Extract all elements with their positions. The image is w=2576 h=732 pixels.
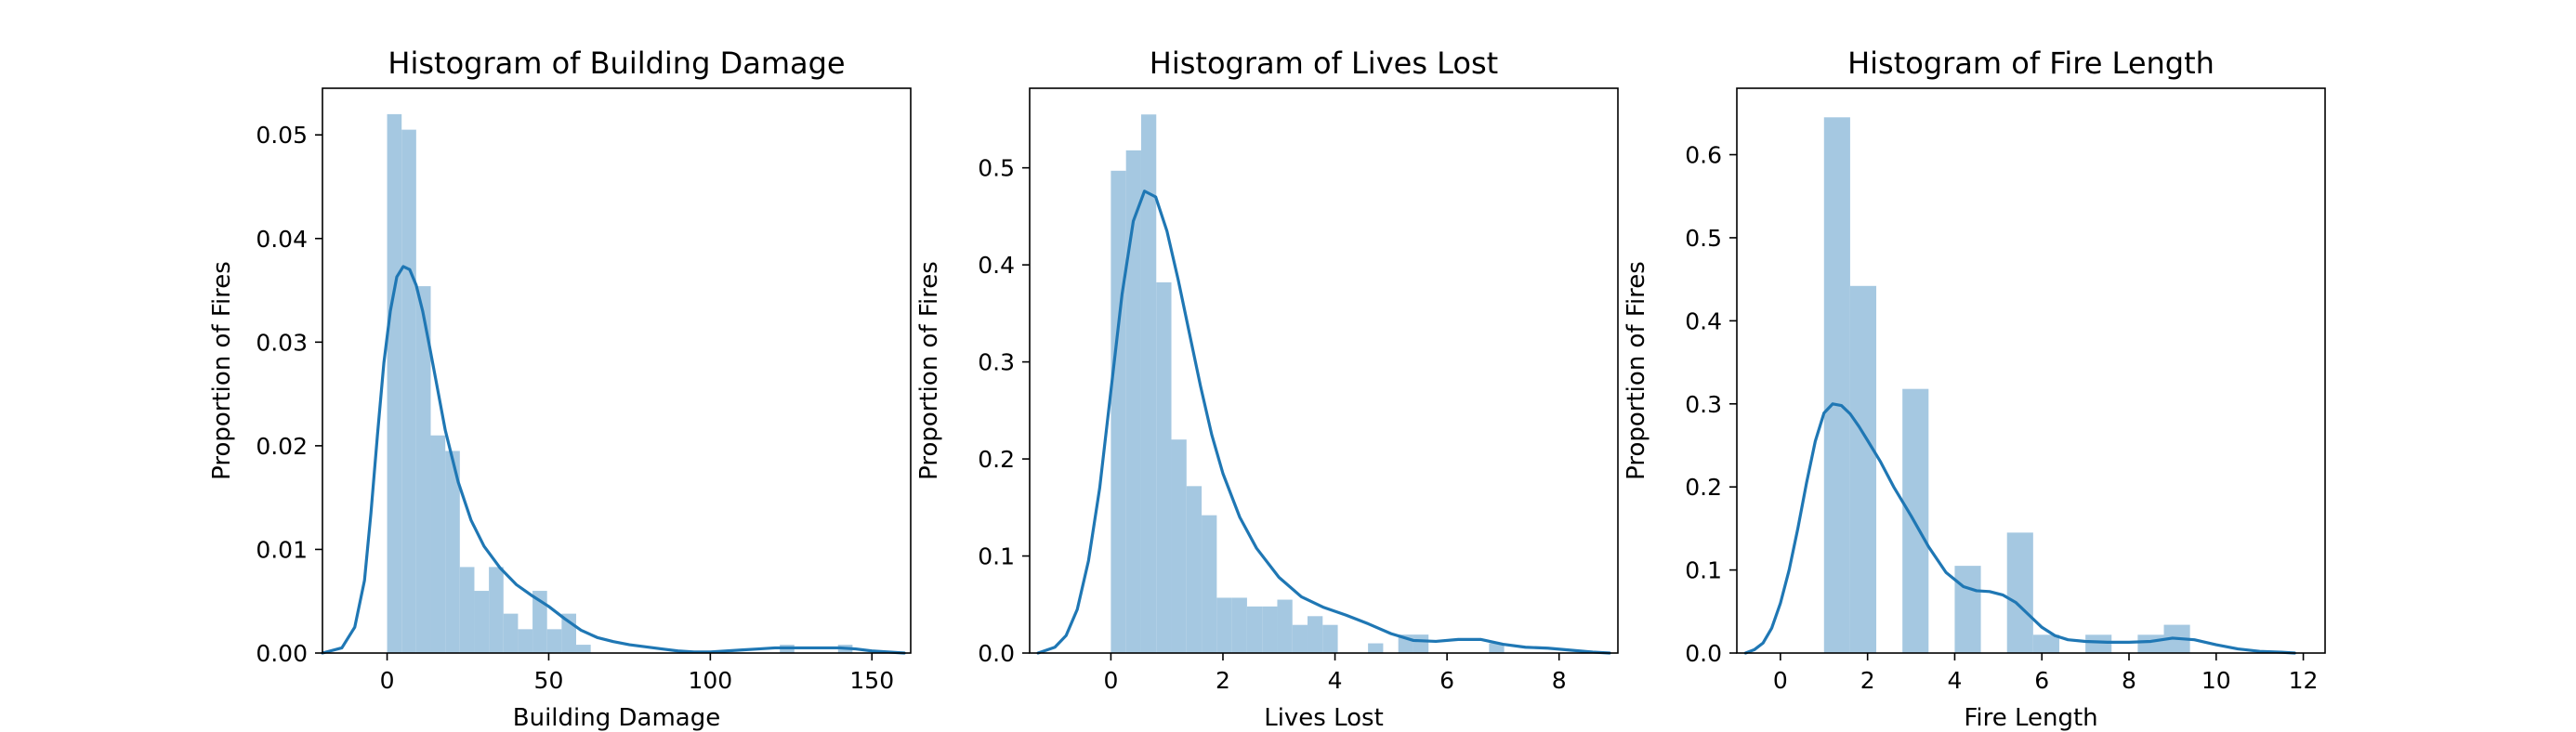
x-tick-label: 6 [1439, 667, 1454, 694]
fire-length-bars [1823, 117, 2190, 654]
histogram-bar [2032, 634, 2059, 653]
histogram-bar [1262, 606, 1278, 653]
histogram-bar [430, 435, 446, 653]
histogram-bar [1292, 624, 1308, 653]
y-tick-label: 0.00 [256, 640, 308, 667]
y-tick-label: 0.2 [1685, 474, 1722, 501]
x-tick-label: 2 [1860, 667, 1875, 694]
x-tick-label: 12 [2289, 667, 2319, 694]
histogram-bar [576, 645, 591, 653]
histogram-bar [445, 451, 460, 653]
y-tick-label: 0.0 [978, 640, 1015, 667]
histogram-bar [1368, 643, 1384, 653]
x-tick-label: 10 [2201, 667, 2231, 694]
histogram-bar [1277, 599, 1293, 653]
x-tick-label: 150 [849, 667, 894, 694]
x-tick-label: 100 [689, 667, 733, 694]
y-tick-label: 0.03 [256, 329, 308, 356]
histogram-bar [503, 613, 519, 653]
histogram-bar [2006, 532, 2033, 653]
histogram-bar [1186, 486, 1203, 653]
histogram-bar [1171, 439, 1187, 653]
histogram-bar [1140, 114, 1157, 653]
lives-lost-bars [1111, 114, 1505, 654]
y-tick-label: 0.6 [1685, 142, 1722, 169]
building-damage-bars [387, 113, 853, 653]
histogram-bar [401, 129, 416, 653]
y-tick-label: 0.01 [256, 536, 308, 563]
histogram-bar [1489, 643, 1505, 653]
x-tick-label: 8 [1552, 667, 1567, 694]
histogram-bar [1246, 606, 1263, 653]
x-tick-label: 0 [1773, 667, 1788, 694]
y-tick-label: 0.3 [1685, 391, 1722, 418]
building-damage-x-axis-label: Building Damage [513, 704, 720, 732]
histogram-bar [1202, 515, 1217, 653]
lives-lost-panel: 0 2 4 6 8 0.0 0.1 0.2 0.3 0.4 0.5 Histogram of Live… [915, 46, 1619, 732]
histogram-bar [1125, 150, 1141, 654]
building-damage-title: Histogram of Building Damage [388, 46, 845, 81]
x-tick-label: 4 [1947, 667, 1962, 694]
histogram-bar [532, 591, 547, 653]
histogram-bar [415, 286, 431, 653]
y-tick-label: 0.02 [256, 433, 308, 460]
histogram-bar [459, 567, 475, 653]
histogram-bar [546, 629, 562, 653]
fire-length-title: Histogram of Fire Length [1847, 46, 2215, 81]
histogram-bar [1413, 634, 1429, 653]
lives-lost-y-axis-label: Proportion of Fires [915, 261, 943, 480]
y-tick-label: 0.5 [978, 155, 1015, 182]
building-damage-panel: 0 50 100 150 0.00 0.01 0.02 0.03 0.04 0.05 Histogr… [208, 46, 912, 732]
histogram-bar [1231, 597, 1247, 653]
histogram-bar [2137, 634, 2164, 653]
histogram-bar [489, 567, 504, 653]
lives-lost-title: Histogram of Lives Lost [1150, 46, 1498, 81]
x-tick-label: 50 [534, 667, 564, 694]
histogram-bar [1111, 170, 1126, 654]
x-tick-label: 6 [2034, 667, 2049, 694]
histogram-bar [474, 591, 490, 653]
axes-frame [322, 87, 912, 654]
x-tick-label: 8 [2122, 667, 2136, 694]
y-tick-label: 0.4 [1685, 307, 1722, 334]
fire-length-x-axis-label: Fire Length [1964, 704, 2097, 732]
histogram-bar [518, 629, 533, 653]
histogram-bar [1849, 285, 1877, 653]
histogram-bar [1156, 281, 1172, 653]
lives-lost-x-axis-label: Lives Lost [1264, 704, 1384, 732]
axes-frame [1736, 87, 2326, 654]
histogram-bar [1823, 117, 1850, 654]
x-tick-label: 0 [380, 667, 395, 694]
x-tick-label: 4 [1328, 667, 1343, 694]
y-tick-label: 0.1 [1685, 557, 1722, 584]
histogram-bar [387, 113, 402, 653]
y-tick-label: 0.04 [256, 226, 308, 253]
fire-length-y-axis-label: Proportion of Fires [1623, 261, 1650, 480]
kde-line [1036, 190, 1611, 655]
x-tick-label: 0 [1103, 667, 1118, 694]
x-tick-label: 2 [1216, 667, 1230, 694]
histogram-bar [2085, 634, 2112, 653]
y-tick-label: 0.3 [978, 349, 1015, 376]
y-tick-label: 0.2 [978, 446, 1015, 473]
building-damage-y-axis-label: Proportion of Fires [208, 261, 236, 480]
fire-length-panel: 0 2 4 6 8 10 12 0.0 0.1 0.2 0.3 0.4 0.5 0.6 Histogram … [1623, 46, 2326, 732]
y-tick-label: 0.4 [978, 252, 1015, 279]
kde-line [1743, 402, 2296, 655]
axes-frame [1029, 87, 1619, 654]
y-tick-label: 0.05 [256, 122, 308, 149]
histogram-bar [1308, 616, 1323, 653]
histogram-bar [1322, 624, 1338, 653]
kde-line [321, 265, 906, 655]
y-tick-label: 0.0 [1685, 640, 1722, 667]
y-tick-label: 0.5 [1685, 225, 1722, 252]
histogram-bar [1216, 597, 1232, 653]
y-tick-label: 0.1 [978, 543, 1015, 570]
histogram-bar [1954, 566, 1981, 653]
